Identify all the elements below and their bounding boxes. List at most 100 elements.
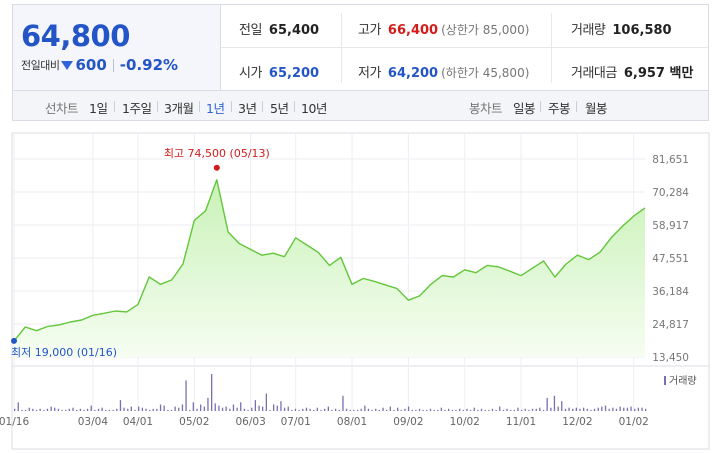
volume-bar (207, 397, 209, 411)
stat-value: 6,957 백만 (623, 66, 694, 81)
price-chart-svg: 최고 74,500 (05/13) 최저 19,000 (01/16) 거래량 8… (0, 132, 710, 450)
volume-legend-swatch (664, 376, 666, 385)
volume-bar (276, 405, 278, 411)
volume-bar (68, 408, 70, 411)
volume-bar (262, 406, 264, 411)
volume-bar (28, 407, 30, 411)
volume-bar (466, 408, 468, 411)
volume-bar (630, 406, 632, 411)
volume-bar (634, 408, 636, 411)
period-1d-button[interactable]: 1일 (89, 101, 108, 116)
volume-bar (185, 380, 187, 411)
volume-bar (116, 408, 118, 411)
price-chart: 최고 74,500 (05/13) 최저 19,000 (01/16) 거래량 8… (0, 121, 713, 453)
x-tick-label: 11/01 (506, 416, 536, 428)
divider (114, 101, 115, 112)
stat-open: 시가 65,200 (239, 62, 319, 81)
volume-bar (444, 409, 446, 411)
volume-bar (349, 409, 351, 411)
current-price-box: 64,800 전일대비 600 -0.92% (13, 5, 221, 90)
volume-bar (167, 409, 169, 411)
period-1w-button[interactable]: 1주일 (122, 101, 152, 116)
volume-bar (258, 405, 260, 411)
volume-bar (495, 409, 497, 411)
volume-bar (367, 408, 370, 411)
price-line (13, 179, 646, 342)
volume-bar (404, 408, 406, 411)
volume-bar (156, 408, 158, 411)
volume-bar (550, 407, 552, 411)
volume-bar (196, 408, 198, 411)
x-tick-label: 05/02 (179, 416, 209, 428)
volume-bar (46, 408, 49, 411)
divider (199, 101, 200, 112)
x-tick-label: 04/01 (123, 416, 153, 428)
volume-bar (14, 408, 16, 411)
period-1y-button[interactable]: 1년 (206, 101, 225, 116)
x-tick-label: 12/02 (562, 416, 592, 428)
volume-bar (76, 409, 78, 411)
volume-bar (397, 407, 399, 411)
volume-bar (422, 409, 424, 411)
volume-bar (149, 409, 151, 411)
volume-bar (159, 404, 162, 411)
volume-bar (94, 409, 96, 411)
stat-label: 고가 (358, 23, 381, 38)
y-tick-label: 81,651 (652, 154, 689, 166)
period-3m-button[interactable]: 3개월 (164, 101, 194, 116)
volume-bar (225, 406, 227, 411)
volume-bar (203, 406, 205, 411)
volume-bar (407, 406, 410, 411)
x-tick-label: 10/02 (450, 416, 480, 428)
quote-stats: 전일 65,400 고가 66,400 (상한가 85,000) 거래량 106,580… (221, 5, 708, 90)
volume-bar (637, 407, 639, 411)
volume-bar (378, 409, 380, 411)
volume-bar (557, 406, 559, 411)
volume-bar (138, 406, 140, 411)
volume-bar (112, 409, 114, 411)
period-3y-button[interactable]: 3년 (238, 101, 257, 116)
stat-label: 거래량 (571, 23, 606, 38)
volume-bar (546, 397, 548, 411)
stat-volume: 거래량 106,580 (571, 19, 672, 38)
volume-bar (386, 409, 388, 411)
volume-bar (170, 409, 173, 411)
stat-high: 고가 66,400 (상한가 85,000) (358, 19, 529, 38)
candle-weekly-button[interactable]: 주봉 (548, 101, 571, 116)
volume-bar (335, 408, 337, 411)
volume-bar (590, 409, 592, 411)
change-label: 전일대비 (21, 59, 60, 72)
y-tick-label: 24,817 (652, 319, 689, 331)
volume-bar (298, 409, 300, 411)
volume-bar (320, 409, 322, 411)
y-tick-label: 58,917 (652, 220, 689, 232)
candle-daily-button[interactable]: 일봉 (513, 101, 536, 116)
high-annotation: 최고 74,500 (05/13) (164, 147, 270, 160)
volume-bar (542, 409, 545, 411)
volume-bar (619, 406, 621, 411)
volume-bar (178, 407, 180, 411)
volume-bar (145, 408, 147, 411)
high-marker (213, 164, 220, 171)
candle-monthly-button[interactable]: 월봉 (585, 101, 608, 116)
stat-label: 전일 (239, 23, 262, 38)
volume-bar (521, 409, 523, 411)
volume-bar (324, 408, 326, 411)
volume-bar (612, 407, 614, 411)
period-5y-button[interactable]: 5년 (270, 101, 289, 116)
volume-bar (294, 408, 297, 411)
volume-bar (17, 402, 19, 411)
x-tick-label: 01/16 (0, 416, 29, 428)
stat-value: 65,200 (268, 66, 320, 81)
volume-bar (287, 406, 289, 411)
volume-bar (400, 409, 402, 411)
volume-bar (240, 402, 242, 411)
volume-bar (502, 409, 505, 411)
volume-bar (214, 403, 216, 411)
period-10y-button[interactable]: 10년 (301, 101, 327, 116)
stat-trade-amount: 거래대금 6,957 백만 (571, 62, 693, 81)
stat-value: 65,400 (268, 23, 320, 38)
stat-label: 거래대금 (571, 66, 617, 81)
volume-bar (429, 408, 432, 411)
volume-bar (645, 408, 647, 411)
